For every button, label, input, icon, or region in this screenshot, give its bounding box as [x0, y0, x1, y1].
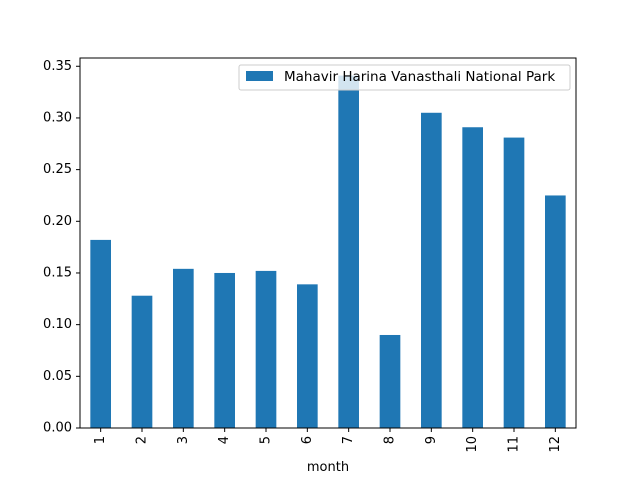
bar-month-4	[214, 272, 235, 428]
x-tick-label: 8	[383, 436, 398, 444]
bar-month-12	[545, 195, 566, 428]
bar-month-6	[297, 284, 318, 428]
bar-month-5	[255, 270, 277, 428]
x-axis-label: month	[307, 460, 349, 475]
plot-frame	[79, 57, 577, 429]
x-tick-label: 3	[176, 436, 191, 444]
x-tick-label: 1	[93, 436, 108, 444]
x-tick-label: 9	[424, 436, 439, 444]
bar-month-1	[90, 239, 111, 428]
x-tick-label: 11	[507, 436, 522, 453]
y-tick-label: 0.35	[43, 59, 72, 74]
x-tick-label: 5	[259, 436, 274, 444]
x-tick-label: 12	[548, 436, 563, 453]
legend-swatch	[246, 71, 273, 81]
bar-month-11	[503, 137, 525, 429]
x-tick-label: 6	[300, 436, 315, 444]
x-tick-label: 4	[217, 436, 232, 444]
legend-entry: Mahavir Harina Vanasthali National Park	[284, 69, 555, 85]
y-tick-label: 0.10	[43, 317, 72, 332]
y-tick-label: 0.05	[43, 369, 72, 384]
y-tick-label: 0.00	[43, 421, 72, 436]
legend: Mahavir Harina Vanasthali National Park	[238, 64, 571, 91]
y-tick-label: 0.15	[43, 265, 72, 280]
bar-month-8	[379, 334, 401, 428]
x-axis-ticks: 1 2 3 4 5 6 7 8 9 10 11 12	[93, 428, 563, 453]
bar-month-7	[338, 75, 359, 429]
y-tick-label: 0.20	[43, 214, 72, 229]
x-tick-label: 2	[135, 436, 150, 444]
bar-month-10	[462, 127, 483, 428]
y-tick-label: 0.30	[43, 110, 72, 125]
x-tick-label: 7	[341, 436, 356, 444]
bar-month-9	[421, 112, 442, 428]
bars-group	[90, 75, 566, 429]
y-tick-label: 0.25	[43, 162, 72, 177]
y-axis-ticks: 0.00 0.05 0.10 0.15 0.20 0.25 0.30 0.35	[43, 59, 80, 436]
bar-month-2	[131, 295, 153, 428]
legend-box	[238, 64, 571, 91]
bar-month-3	[173, 268, 194, 428]
x-tick-label: 10	[465, 436, 480, 453]
